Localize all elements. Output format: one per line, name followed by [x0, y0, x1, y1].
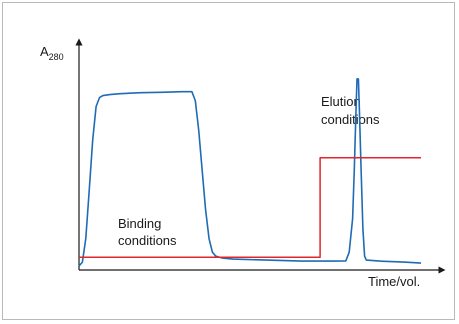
x-axis-label: Time/vol. [368, 274, 420, 289]
conditions-step-line [79, 156, 421, 258]
binding-label-line-1: Binding [118, 216, 161, 231]
binding-label-line-2: conditions [118, 233, 177, 248]
y-axis-label: A280 [40, 44, 64, 62]
elution-label-line-1: Elution [321, 94, 361, 109]
figure-frame [2, 2, 455, 320]
binding-conditions-label: Binding conditions [118, 216, 177, 248]
elution-label-line-2: conditions [321, 112, 380, 127]
elution-conditions-label: Elution conditions [321, 94, 380, 127]
absorbance-trace [78, 78, 422, 267]
y-axis-label-subscript: 280 [49, 52, 64, 62]
series-layer [78, 78, 422, 267]
y-axis-label-main: A [40, 44, 49, 59]
